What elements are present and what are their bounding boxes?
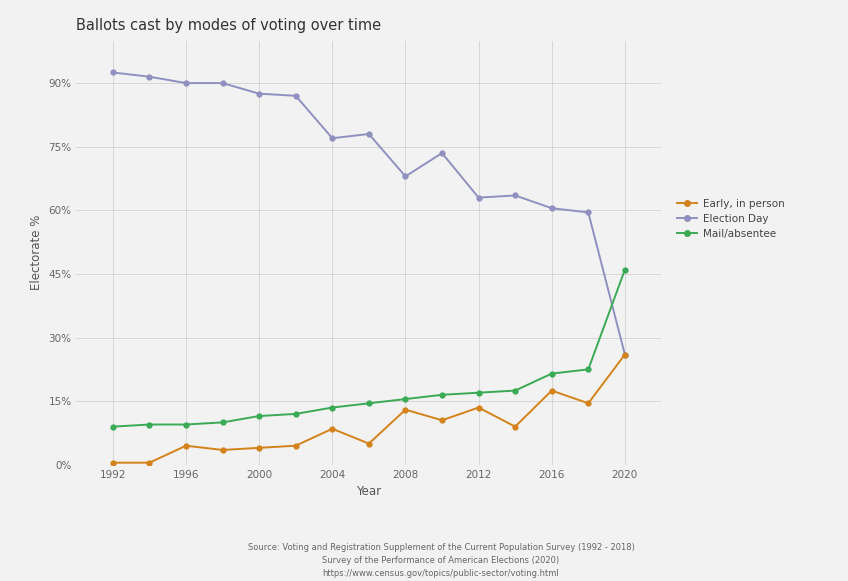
Mail/absentee	[108, 423, 118, 430]
Mail/absentee	[583, 366, 594, 373]
Mail/absentee	[510, 387, 520, 394]
Election Day	[181, 80, 191, 87]
Election Day	[473, 194, 483, 201]
Text: Ballots cast by modes of voting over time: Ballots cast by modes of voting over tim…	[76, 17, 382, 33]
Early, in person	[473, 404, 483, 411]
Election Day	[327, 135, 338, 142]
Early, in person	[108, 459, 118, 466]
Mail/absentee	[364, 400, 374, 407]
Mail/absentee	[547, 370, 557, 377]
Line: Election Day: Election Day	[110, 70, 628, 357]
Y-axis label: Electorate %: Electorate %	[30, 215, 42, 290]
Early, in person	[510, 423, 520, 430]
Election Day	[364, 131, 374, 138]
Early, in person	[217, 446, 227, 453]
Early, in person	[547, 387, 557, 394]
Mail/absentee	[620, 266, 630, 273]
Election Day	[620, 351, 630, 358]
Election Day	[547, 205, 557, 211]
Mail/absentee	[181, 421, 191, 428]
Early, in person	[254, 444, 265, 451]
Election Day	[217, 80, 227, 87]
Election Day	[437, 149, 447, 156]
Early, in person	[583, 400, 594, 407]
Mail/absentee	[254, 413, 265, 419]
Election Day	[108, 69, 118, 76]
Election Day	[400, 173, 410, 180]
Mail/absentee	[400, 396, 410, 403]
Mail/absentee	[291, 410, 301, 417]
Early, in person	[327, 425, 338, 432]
Line: Mail/absentee: Mail/absentee	[110, 267, 628, 429]
Text: Source: Voting and Registration Supplement of the Current Population Survey (199: Source: Voting and Registration Suppleme…	[248, 543, 634, 578]
Mail/absentee	[217, 419, 227, 426]
Mail/absentee	[437, 392, 447, 399]
Election Day	[583, 209, 594, 216]
Election Day	[510, 192, 520, 199]
Mail/absentee	[473, 389, 483, 396]
Early, in person	[291, 442, 301, 449]
Early, in person	[620, 351, 630, 358]
Mail/absentee	[144, 421, 154, 428]
Election Day	[144, 73, 154, 80]
Election Day	[291, 92, 301, 99]
Early, in person	[364, 440, 374, 447]
Mail/absentee	[327, 404, 338, 411]
Line: Early, in person: Early, in person	[110, 352, 628, 465]
Early, in person	[400, 406, 410, 413]
Early, in person	[181, 442, 191, 449]
Election Day	[254, 90, 265, 97]
Early, in person	[144, 459, 154, 466]
Early, in person	[437, 417, 447, 424]
Legend: Early, in person, Election Day, Mail/absentee: Early, in person, Election Day, Mail/abs…	[672, 195, 789, 243]
X-axis label: Year: Year	[356, 485, 382, 498]
